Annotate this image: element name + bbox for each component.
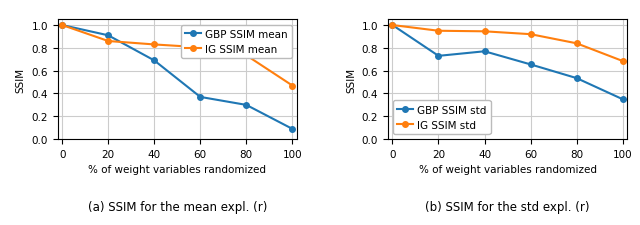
GBP SSIM mean: [289, 128, 296, 131]
Legend: GBP SSIM mean, IG SSIM mean: GBP SSIM mean, IG SSIM mean: [181, 25, 292, 59]
Line: GBP SSIM std: GBP SSIM std: [390, 23, 625, 103]
Text: (b) SSIM for the std expl. (r): (b) SSIM for the std expl. (r): [426, 200, 590, 214]
IG SSIM mean: [243, 55, 250, 57]
Text: (a) SSIM for the mean expl. (r): (a) SSIM for the mean expl. (r): [88, 200, 267, 214]
IG SSIM std: [619, 60, 627, 63]
GBP SSIM std: [388, 25, 396, 27]
GBP SSIM mean: [150, 60, 158, 63]
Line: IG SSIM mean: IG SSIM mean: [60, 23, 295, 89]
GBP SSIM std: [435, 55, 442, 58]
GBP SSIM mean: [104, 35, 112, 38]
GBP SSIM std: [481, 51, 488, 53]
IG SSIM std: [388, 25, 396, 27]
Y-axis label: SSIM: SSIM: [16, 67, 26, 92]
IG SSIM std: [481, 31, 488, 34]
X-axis label: % of weight variables randomized: % of weight variables randomized: [419, 165, 596, 175]
GBP SSIM mean: [58, 25, 66, 27]
IG SSIM mean: [196, 47, 204, 50]
IG SSIM mean: [150, 44, 158, 47]
GBP SSIM mean: [243, 104, 250, 107]
GBP SSIM std: [527, 64, 534, 66]
IG SSIM mean: [104, 40, 112, 43]
Line: GBP SSIM mean: GBP SSIM mean: [60, 23, 295, 132]
IG SSIM mean: [289, 85, 296, 88]
IG SSIM std: [573, 43, 580, 45]
X-axis label: % of weight variables randomized: % of weight variables randomized: [88, 165, 266, 175]
Legend: GBP SSIM std, IG SSIM std: GBP SSIM std, IG SSIM std: [393, 101, 491, 134]
GBP SSIM std: [619, 98, 627, 101]
IG SSIM std: [435, 30, 442, 33]
Y-axis label: SSIM: SSIM: [346, 67, 356, 92]
IG SSIM mean: [58, 25, 66, 27]
IG SSIM std: [527, 34, 534, 36]
Line: IG SSIM std: IG SSIM std: [390, 23, 625, 65]
GBP SSIM mean: [196, 96, 204, 99]
GBP SSIM std: [573, 77, 580, 80]
